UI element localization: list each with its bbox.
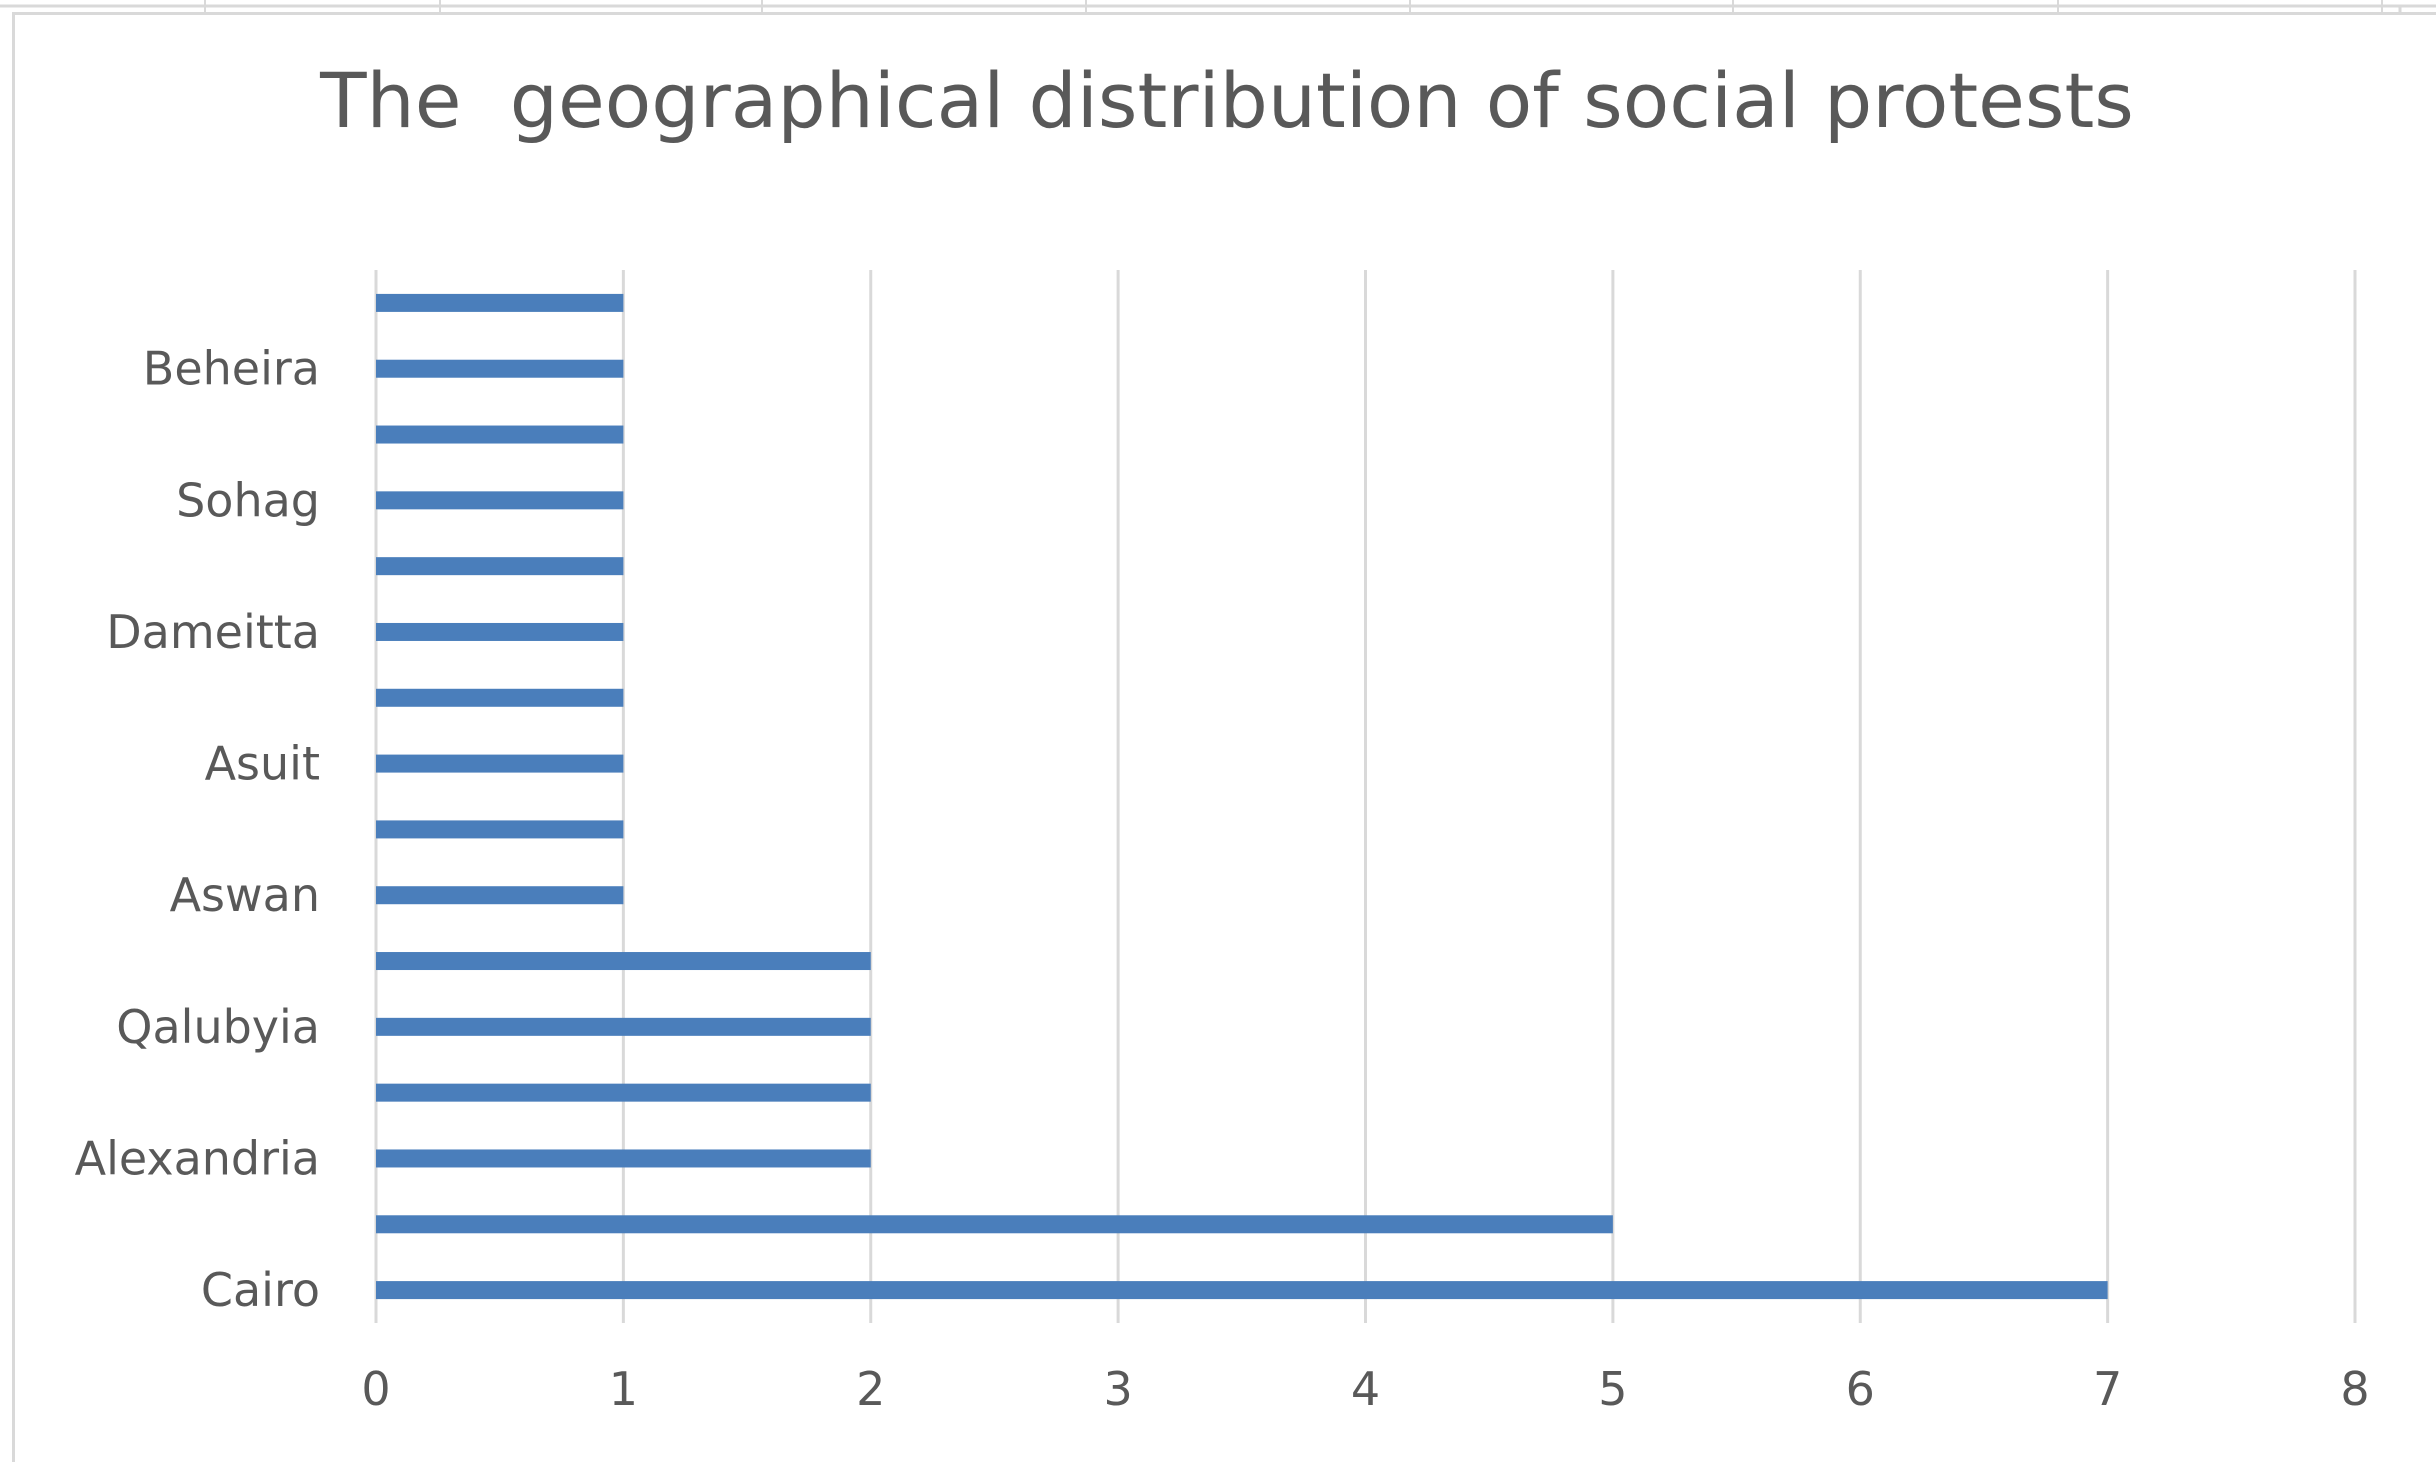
x-tick-label: 5 [1598, 1362, 1627, 1416]
bar[interactable] [376, 622, 624, 641]
bar[interactable] [376, 820, 624, 839]
bars [376, 293, 2108, 1300]
bar[interactable] [376, 293, 624, 312]
category-label: Qalubyia [116, 1000, 320, 1054]
x-tick-label: 6 [1846, 1362, 1875, 1416]
x-tick-label: 2 [856, 1362, 885, 1416]
bar[interactable] [376, 359, 624, 378]
bar[interactable] [376, 491, 624, 510]
category-label: Aswan [170, 868, 320, 922]
x-tick-label: 1 [609, 1362, 638, 1416]
bar[interactable] [376, 754, 624, 773]
bar-chart: The geographical distribution of social … [75, 56, 2370, 1416]
bar[interactable] [376, 688, 624, 707]
x-tick-label: 4 [1351, 1362, 1380, 1416]
chart-title: The geographical distribution of social … [319, 56, 2134, 145]
category-labels: Cairo Alexandria Qalubyia Aswan Asuit Dameitt… [75, 342, 320, 1317]
x-tick-label: 3 [1103, 1362, 1132, 1416]
x-tick-label: 0 [361, 1362, 390, 1416]
category-label: Cairo [201, 1263, 320, 1317]
bar[interactable] [376, 425, 624, 444]
category-label: Beheira [143, 342, 320, 396]
bar[interactable] [376, 1083, 871, 1102]
category-label: Dameitta [106, 605, 320, 659]
bar[interactable] [376, 557, 624, 576]
x-axis-tick-labels: 0 1 2 3 4 5 6 7 8 [361, 1362, 2369, 1416]
bar[interactable] [376, 886, 624, 905]
bar[interactable] [376, 952, 871, 971]
bar[interactable] [376, 1215, 1613, 1234]
x-tick-label: 7 [2093, 1362, 2122, 1416]
category-label: Alexandria [75, 1131, 320, 1185]
chart-area[interactable]: The geographical distribution of social … [12, 12, 2436, 1462]
category-label: Sohag [176, 473, 320, 527]
bar[interactable] [376, 1149, 871, 1168]
category-label: Asuit [205, 737, 320, 791]
x-tick-label: 8 [2340, 1362, 2369, 1416]
bar[interactable] [376, 1281, 2108, 1300]
gridlines [374, 270, 2357, 1323]
bar[interactable] [376, 1017, 871, 1036]
